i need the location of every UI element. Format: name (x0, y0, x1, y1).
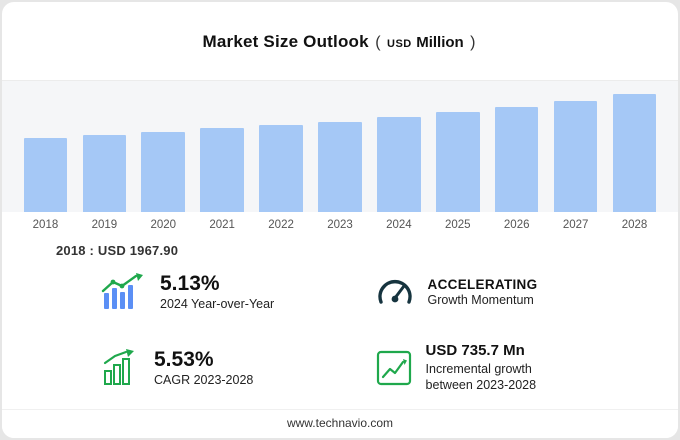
bar-slot (252, 81, 311, 212)
gauge-icon (376, 276, 414, 308)
title-paren-close: ) (470, 34, 476, 51)
footer-url[interactable]: www.technavio.com (286, 416, 394, 430)
yoy-value: 5.13% (160, 272, 220, 295)
footer: www.technavio.com (2, 409, 678, 438)
cagr-text: 5.53% CAGR 2023-2028 (154, 348, 253, 388)
bar-slot (311, 81, 370, 212)
chart-plot-area (2, 80, 678, 212)
bar-2023 (318, 122, 362, 212)
yoy-caption: 2024 Year-over-Year (160, 297, 275, 312)
incremental-caption-line1: Incremental growth (425, 362, 532, 377)
bar-chart: 2018 2019 2020 2021 2022 2023 2024 2025 2026 2027… (2, 80, 678, 231)
x-tick-label: 2025 (445, 219, 471, 231)
bar-slot (134, 81, 193, 212)
x-tick-label: 2027 (562, 219, 589, 231)
x-tick-label: 2018 (32, 219, 59, 231)
growth-line-box-icon (376, 350, 412, 386)
incremental-text: USD 735.7 Mn Incremental growth between … (426, 342, 537, 393)
title-unit: Million (416, 34, 464, 51)
bar-slot (605, 81, 664, 212)
x-tick-label: 2026 (503, 219, 530, 231)
bar-2018 (23, 138, 68, 212)
cagr-bars-icon (100, 349, 140, 387)
bar-2028 (612, 94, 657, 212)
x-tick-label: 2023 (327, 219, 353, 231)
x-tick-label: 2028 (621, 219, 648, 231)
momentum-text: ACCELERATING Growth Momentum (428, 277, 538, 308)
title-main: Market Size Outlook (202, 32, 369, 51)
stats-grid: 5.13% 2024 Year-over-Year ACCELERATING G… (2, 258, 678, 394)
title-paren-open: ( (375, 34, 381, 51)
bar-2022 (259, 125, 303, 212)
bar-slot (428, 81, 487, 212)
stat-incremental: USD 735.7 Mn Incremental growth between … (376, 342, 638, 393)
bar-slot (369, 81, 428, 212)
momentum-title: ACCELERATING (427, 276, 538, 292)
x-tick-label: 2024 (386, 219, 412, 231)
bar-2019 (82, 135, 127, 212)
bar-2027 (553, 101, 598, 212)
page-title: Market Size Outlook ( USD Million ) (2, 32, 678, 52)
stat-momentum: ACCELERATING Growth Momentum (376, 276, 638, 308)
bar-2024 (377, 117, 421, 212)
x-tick-label: 2020 (150, 219, 177, 231)
bar-2025 (436, 112, 480, 212)
momentum-caption: Growth Momentum (427, 292, 534, 307)
bar-2021 (200, 128, 244, 212)
stat-yoy: 5.13% 2024 Year-over-Year (100, 272, 376, 312)
cagr-caption: CAGR 2023-2028 (154, 372, 254, 387)
incremental-value: USD 735.7 Mn (425, 342, 525, 360)
x-tick-label: 2022 (268, 219, 294, 231)
bar-slot (487, 81, 546, 212)
bar-slot (546, 81, 605, 212)
chart-x-axis: 2018 2019 2020 2021 2022 2023 2024 2025 2026 2027… (2, 219, 678, 231)
x-tick-label: 2019 (91, 219, 118, 231)
incremental-caption-line2: between 2023-2028 (425, 378, 537, 393)
bar-slot (75, 81, 134, 212)
x-tick-label: 2021 (209, 219, 235, 231)
cagr-value: 5.53% (154, 347, 214, 371)
bar-slot (193, 81, 252, 212)
yoy-text: 5.13% 2024 Year-over-Year (160, 272, 274, 312)
yoy-bars-arrow-icon (100, 273, 146, 311)
bar-2020 (141, 132, 186, 212)
bar-slot (16, 81, 75, 212)
base-year-note: 2018 : USD 1967.90 (56, 243, 179, 258)
bar-2026 (494, 107, 539, 212)
stat-cagr: 5.53% CAGR 2023-2028 (100, 348, 376, 388)
title-usd: USD (387, 38, 412, 50)
